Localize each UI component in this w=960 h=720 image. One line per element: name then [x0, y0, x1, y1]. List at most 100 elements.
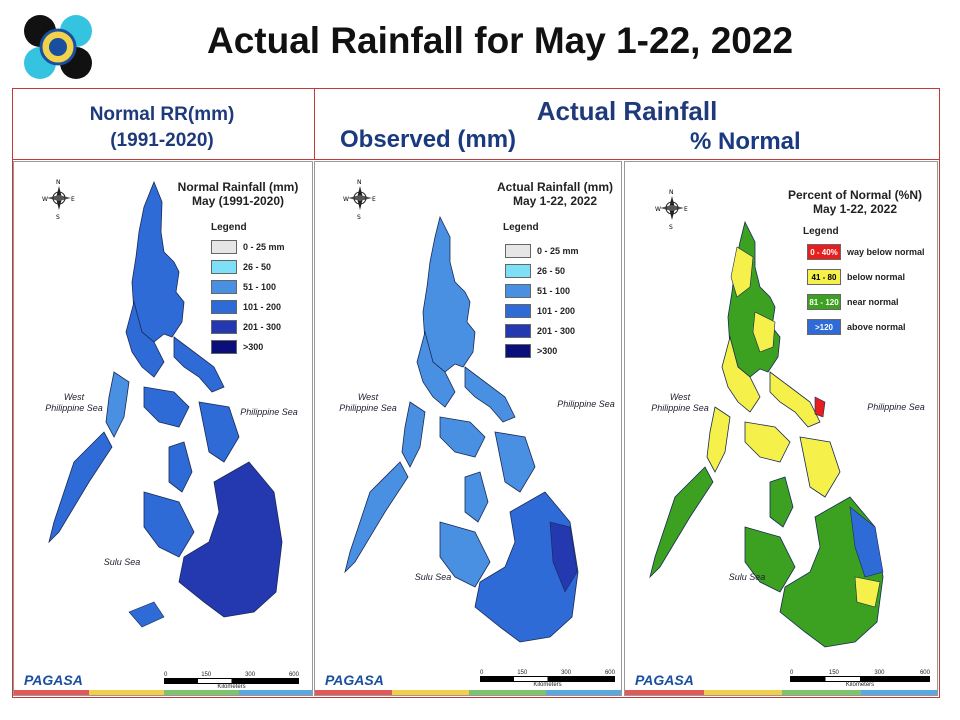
svg-text:E: E: [684, 206, 688, 213]
pagasa-logo: PAGASA: [325, 672, 384, 688]
legend-label: below normal: [847, 272, 906, 282]
sea-label-east: Philippine Sea: [867, 402, 925, 412]
header-divider: [314, 88, 315, 160]
legend-label: 101 - 200: [243, 302, 282, 312]
legend-swatch: [211, 280, 237, 294]
scale-tick: 300: [245, 672, 256, 678]
legend-swatch: [211, 260, 237, 274]
legend-label: 101 - 200: [537, 306, 576, 316]
legend-swatch: [211, 320, 237, 334]
legend-item: 41 - 80 below normal: [807, 269, 905, 285]
normal-header: Normal RR(mm) (1991-2020): [12, 102, 312, 154]
legend-label: 51 - 100: [537, 286, 571, 296]
scale-tick: 600: [288, 672, 299, 678]
scale-tick: 300: [874, 670, 885, 676]
normal-header-line2: (1991-2020): [110, 130, 214, 151]
svg-text:S: S: [56, 214, 60, 220]
map-title-line2: May 1-22, 2022: [812, 202, 898, 216]
sea-label-east: Philippine Sea: [240, 407, 298, 417]
scale-tick: 300: [561, 670, 572, 676]
legend-title: Legend: [211, 222, 247, 233]
scale-tick: 150: [828, 670, 839, 676]
legend-swatch: 81 - 120: [807, 294, 841, 310]
legend-title: Legend: [503, 222, 539, 233]
color-stripe: [625, 690, 937, 695]
pct-normal-header: % Normal: [690, 128, 801, 155]
legend-label: >300: [537, 346, 558, 356]
color-stripe: [14, 690, 312, 695]
sea-label-west-line2: Philippine Sea: [45, 403, 103, 413]
legend-label: 26 - 50: [243, 262, 272, 272]
legend-label: above normal: [847, 322, 906, 332]
svg-text:E: E: [372, 196, 376, 203]
legend-item: 51 - 100: [505, 284, 570, 298]
legend-swatch: [211, 240, 237, 254]
legend-swatch: 41 - 80: [807, 269, 841, 285]
normal-rainfall-map: N W E S Normal Rainfall (mm) May (1991-2020…: [13, 161, 313, 696]
legend-label: 201 - 300: [243, 322, 282, 332]
sea-label-east: Philippine Sea: [557, 399, 615, 409]
legend-swatch: [505, 324, 531, 338]
sea-label-sulu: Sulu Sea: [728, 572, 766, 582]
sea-label-west-line2: Philippine Sea: [339, 403, 397, 413]
legend-swatch: [505, 244, 531, 258]
legend-swatch: [505, 344, 531, 358]
sea-label-west-line2: Philippine Sea: [651, 403, 709, 413]
sea-label-west: West Philippine Sea: [645, 392, 715, 414]
svg-text:S: S: [357, 214, 361, 220]
legend-label: >300: [243, 342, 264, 352]
legend-label: 51 - 100: [243, 282, 277, 292]
legend-item: 0 - 25 mm: [211, 240, 285, 254]
sea-label-west: West Philippine Sea: [39, 392, 109, 414]
map-title-line1: Percent of Normal (%N): [787, 188, 923, 202]
legend-item: 26 - 50: [211, 260, 271, 274]
map-title: Percent of Normal (%N) May 1-22, 2022: [785, 188, 925, 216]
scale-tick: 0: [480, 670, 484, 676]
legend-item: >300: [211, 340, 263, 354]
scale-bar: 0 150 300 600 Kilometers: [480, 670, 615, 688]
legend-item: 201 - 300: [505, 324, 575, 338]
legend-item: 101 - 200: [211, 300, 281, 314]
svg-text:W: W: [343, 196, 349, 203]
page-title: Actual Rainfall for May 1-22, 2022: [206, 20, 794, 61]
actual-rainfall-map: N W E S Actual Rainfall (mm) May 1-22, 2022…: [314, 161, 622, 696]
legend-item: >120 above normal: [807, 319, 906, 335]
map-title: Normal Rainfall (mm) May (1991-2020): [174, 180, 302, 208]
dost-logo: [22, 14, 94, 80]
scale-unit: Kilometers: [845, 682, 875, 688]
philippines-map: [649, 220, 884, 648]
svg-text:E: E: [71, 196, 75, 203]
sea-label-west-line1: West: [669, 392, 691, 402]
pagasa-logo: PAGASA: [24, 672, 83, 688]
scale-tick: 150: [517, 670, 528, 676]
scale-tick: 600: [604, 670, 615, 676]
legend-swatch: [505, 284, 531, 298]
sea-label-west-line1: West: [357, 392, 379, 402]
color-stripe: [315, 690, 621, 695]
legend-label: near normal: [847, 297, 899, 307]
map-title-line2: May (1991-2020): [191, 194, 285, 208]
legend-swatch: [505, 264, 531, 278]
legend-label: 201 - 300: [537, 326, 576, 336]
sea-label-west-line1: West: [63, 392, 85, 402]
legend-swatch: [211, 340, 237, 354]
legend-item: 51 - 100: [211, 280, 276, 294]
map-title-line1: Normal Rainfall (mm): [177, 180, 299, 194]
scale-tick: 0: [164, 672, 168, 678]
legend-label: way below normal: [847, 247, 925, 257]
svg-text:N: N: [669, 189, 674, 196]
scale-tick: 150: [201, 672, 212, 678]
sea-label-sulu: Sulu Sea: [414, 572, 452, 582]
pagasa-logo: PAGASA: [635, 672, 694, 688]
map-title: Actual Rainfall (mm) May 1-22, 2022: [490, 180, 620, 208]
legend-item: 81 - 120 near normal: [807, 294, 899, 310]
svg-text:W: W: [655, 206, 661, 213]
legend-label: 26 - 50: [537, 266, 566, 276]
legend-swatch: >120: [807, 319, 841, 335]
philippines-map: [48, 180, 283, 628]
observed-header: Observed (mm): [340, 126, 517, 153]
legend-item: 26 - 50: [505, 264, 565, 278]
scale-unit: Kilometers: [533, 682, 562, 688]
philippines-map: [344, 215, 579, 643]
percent-normal-map: N W E S Percent of Normal (%N) May 1-22, 20…: [624, 161, 938, 696]
